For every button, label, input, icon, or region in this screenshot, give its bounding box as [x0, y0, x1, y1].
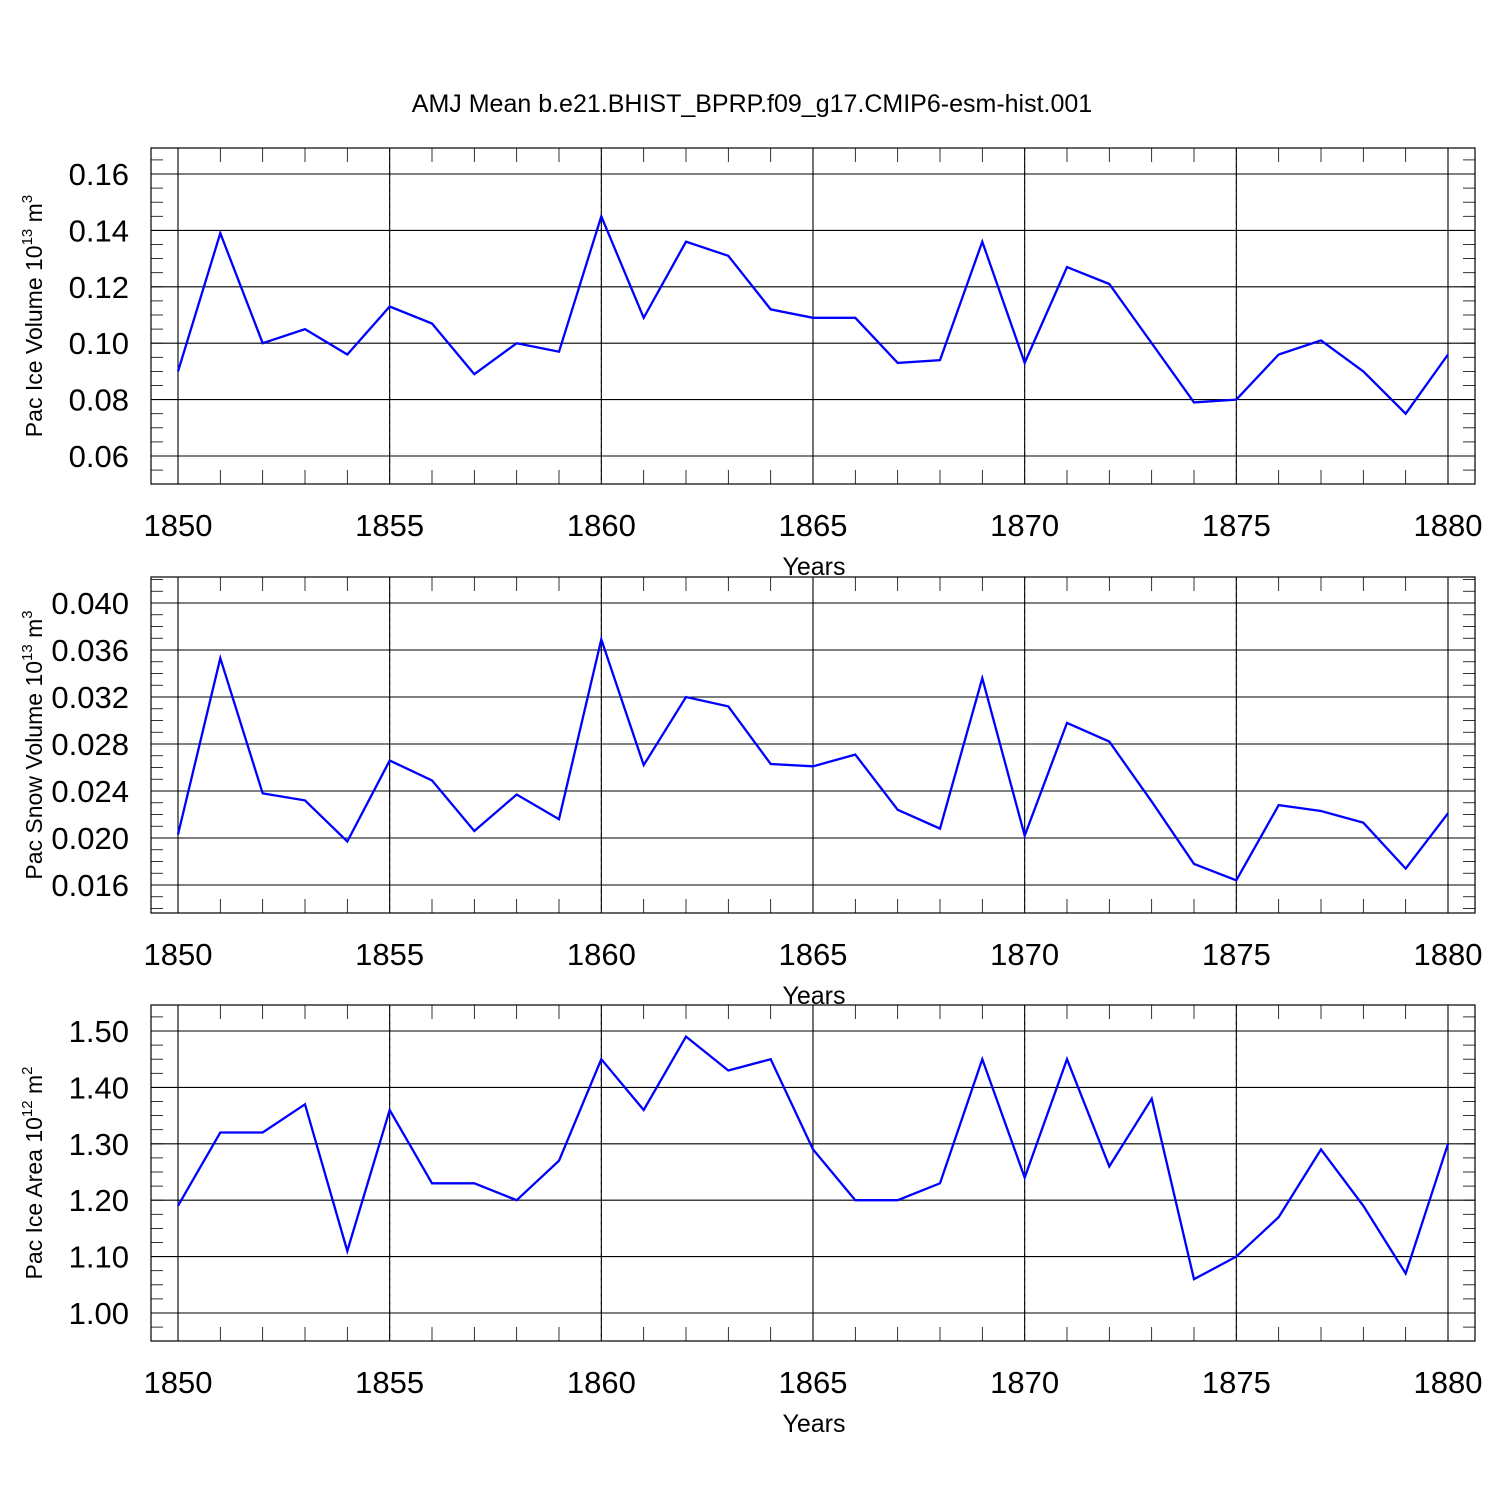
- y-tick-label: 0.12: [69, 270, 129, 305]
- x-tick-label: 1860: [567, 1365, 636, 1400]
- x-axis-label: Years: [782, 1410, 845, 1438]
- x-tick-label: 1870: [990, 1365, 1059, 1400]
- y-tick-label: 1.00: [69, 1296, 129, 1331]
- y-axis-label-main: Pac Ice Volume 10: [21, 245, 47, 437]
- y-axis-label-unit-exponent: 3: [19, 195, 36, 203]
- x-tick-label: 1855: [355, 937, 424, 972]
- series-line: [177, 1034, 1450, 1281]
- y-axis-label-unit: m: [21, 1075, 47, 1101]
- x-tick-label: 1865: [779, 1365, 848, 1400]
- x-tick-label: 1865: [779, 508, 848, 543]
- chart-panel-1: 0.06 0.08 0.10 0.12 0.14 0.16 1850 1855 1860 1865…: [19, 147, 1483, 581]
- x-tick-label: 1880: [1414, 508, 1483, 543]
- x-tick-label: 1860: [567, 508, 636, 543]
- y-tick-label: 0.10: [69, 326, 129, 361]
- series-line: [176, 212, 1449, 416]
- chart-panel-2: 0.016 0.020 0.024 0.028 0.032 0.036 0.040 1850 1…: [19, 576, 1483, 1010]
- x-tick-label: 1880: [1414, 937, 1483, 972]
- y-axis-label: Pac Snow Volume 1013 m3: [19, 610, 47, 879]
- y-axis-label-main: Pac Snow Volume 10: [21, 661, 47, 880]
- y-tick-label: 0.040: [51, 586, 129, 621]
- x-tick-label: 1860: [567, 937, 636, 972]
- y-axis-label-unit: m: [21, 203, 47, 229]
- y-tick-label: 0.028: [51, 727, 129, 762]
- x-tick-label: 1850: [144, 1365, 213, 1400]
- x-tick-label: 1875: [1202, 1365, 1271, 1400]
- x-tick-label: 1870: [990, 937, 1059, 972]
- y-axis-label-exponent: 12: [19, 1100, 36, 1117]
- y-tick-label: 1.20: [69, 1183, 129, 1218]
- y-axis-label: Pac Ice Area 1012 m2: [19, 1067, 47, 1280]
- y-tick-label: 0.016: [51, 868, 129, 903]
- x-tick-label: 1850: [144, 508, 213, 543]
- x-axis-label: Years: [782, 553, 845, 581]
- y-tick-label: 0.032: [51, 680, 129, 715]
- x-tick-label: 1875: [1202, 937, 1271, 972]
- y-tick-label: 0.020: [51, 821, 129, 856]
- y-axis-label-main: Pac Ice Area 10: [21, 1117, 47, 1279]
- x-tick-label: 1875: [1202, 508, 1271, 543]
- y-tick-label: 1.10: [69, 1240, 129, 1275]
- x-axis-label: Years: [782, 982, 845, 1010]
- y-tick-label: 1.40: [69, 1070, 129, 1105]
- x-tick-label: 1865: [779, 937, 848, 972]
- x-tick-label: 1850: [144, 937, 213, 972]
- series-line: [176, 635, 1449, 882]
- y-axis-label: Pac Ice Volume 1013 m3: [19, 195, 47, 437]
- y-tick-label: 0.036: [51, 633, 129, 668]
- x-tick-label: 1880: [1414, 1365, 1483, 1400]
- figure-title: AMJ Mean b.e21.BHIST_BPRP.f09_g17.CMIP6-…: [412, 90, 1092, 118]
- y-tick-label: 0.16: [69, 157, 129, 192]
- y-axis-label-unit: m: [21, 619, 47, 645]
- y-axis-label-unit-exponent: 2: [19, 1067, 36, 1075]
- y-tick-label: 0.08: [69, 383, 129, 418]
- y-axis-label-exponent: 13: [19, 644, 36, 661]
- x-tick-label: 1870: [990, 508, 1059, 543]
- chart-panels: 0.06 0.08 0.10 0.12 0.14 0.16 1850 1855 1860 1865…: [19, 147, 1483, 1438]
- y-tick-label: 1.50: [69, 1014, 129, 1049]
- y-tick-label: 0.06: [69, 439, 129, 474]
- chart-panel-3: 1.00 1.10 1.20 1.30 1.40 1.50 1850 1855 1860 1865…: [19, 1004, 1483, 1438]
- y-tick-label: 0.024: [51, 774, 129, 809]
- y-axis-label-unit-exponent: 3: [19, 610, 36, 618]
- y-tick-label: 1.30: [69, 1127, 129, 1162]
- y-tick-label: 0.14: [69, 213, 129, 248]
- x-tick-label: 1855: [355, 508, 424, 543]
- x-tick-label: 1855: [355, 1365, 424, 1400]
- y-axis-label-exponent: 13: [19, 229, 36, 246]
